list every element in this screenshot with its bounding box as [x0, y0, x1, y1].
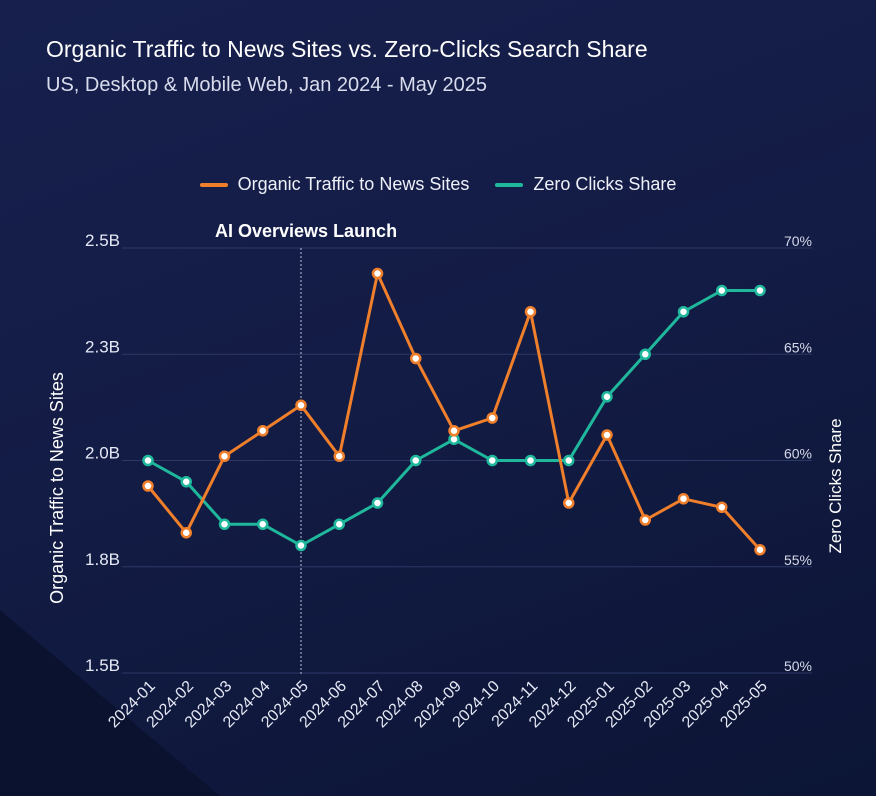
zero-clicks-point: [716, 284, 728, 297]
organic-traffic-line: [146, 272, 762, 551]
zero-clicks-point: [295, 539, 307, 552]
legend: Organic Traffic to News Sites Zero Click…: [0, 174, 876, 195]
organic-traffic-point: [448, 425, 460, 437]
organic-traffic-point: [218, 450, 231, 462]
organic-traffic-point: [639, 514, 651, 526]
zero-clicks-point: [180, 476, 192, 488]
organic-traffic-point: [295, 399, 307, 411]
zero-clicks-point: [563, 454, 575, 467]
legend-item-organic[interactable]: Organic Traffic to News Sites: [199, 174, 470, 195]
annotation-label: AI Overviews Launch: [215, 221, 397, 241]
legend-item-zero-clicks[interactable]: Zero Clicks Share: [495, 174, 676, 195]
left-tick-label: 2.5B: [85, 231, 120, 250]
organic-traffic-point: [410, 352, 422, 365]
organic-traffic-point: [371, 267, 384, 280]
left-tick-label: 2.3B: [85, 337, 120, 356]
organic-traffic-point: [142, 480, 154, 492]
zero-clicks-point: [486, 454, 498, 467]
right-tick-label: 50%: [784, 658, 812, 674]
left-axis: 2.5B 2.3B 2.0B 1.8B 1.5B Organic Traffic to N…: [47, 231, 120, 675]
left-axis-title: Organic Traffic to News Sites: [47, 372, 67, 604]
right-axis-title: Zero Clicks Share: [826, 418, 845, 553]
organic-traffic-point: [563, 497, 575, 509]
right-tick-label: 65%: [784, 339, 812, 355]
organic-swatch-icon: [199, 182, 228, 187]
organic-traffic-point: [486, 412, 498, 424]
organic-traffic-point: [257, 425, 269, 437]
gridlines: [122, 247, 812, 674]
zero-clicks-point: [754, 284, 766, 297]
zero-clicks-point: [218, 518, 231, 530]
right-axis: 70% 65% 60% 55% 50% Zero Clicks Share: [784, 233, 845, 674]
zero-clicks-point: [524, 454, 537, 467]
right-tick-label: 55%: [784, 552, 812, 568]
zero-clicks-point: [677, 306, 690, 318]
zero-clicks-point: [142, 454, 154, 467]
organic-traffic-point: [754, 544, 766, 556]
zero-clicks-point: [410, 454, 422, 467]
zero-clicks-point: [257, 518, 269, 530]
organic-traffic-point: [333, 450, 345, 462]
legend-label-organic: Organic Traffic to News Sites: [237, 174, 470, 194]
zero-clicks-point: [333, 518, 345, 530]
series: [142, 267, 766, 556]
left-tick-label: 1.8B: [85, 550, 120, 569]
left-tick-label: 1.5B: [85, 656, 120, 675]
x-axis: 2024-012024-022024-032024-042024-052024-…: [105, 678, 771, 732]
zero-clicks-point: [601, 391, 613, 403]
chart-title: Organic Traffic to News Sites vs. Zero-C…: [46, 36, 648, 62]
legend-label-zero-clicks: Zero Clicks Share: [533, 174, 677, 194]
organic-traffic-point: [180, 527, 192, 539]
organic-traffic-point: [601, 429, 613, 441]
zero-clicks-point: [371, 497, 384, 509]
annotation: AI Overviews Launch: [215, 221, 397, 675]
right-tick-label: 60%: [784, 446, 812, 462]
zero-clicks-point: [639, 348, 651, 360]
zero-clicks-swatch-icon: [495, 182, 524, 187]
organic-traffic-point: [524, 306, 537, 318]
chart-subtitle: US, Desktop & Mobile Web, Jan 2024 - May…: [46, 74, 487, 96]
right-tick-label: 70%: [784, 233, 812, 249]
organic-traffic-point: [716, 501, 728, 513]
left-tick-label: 2.0B: [85, 444, 120, 463]
organic-traffic-point: [677, 493, 690, 505]
